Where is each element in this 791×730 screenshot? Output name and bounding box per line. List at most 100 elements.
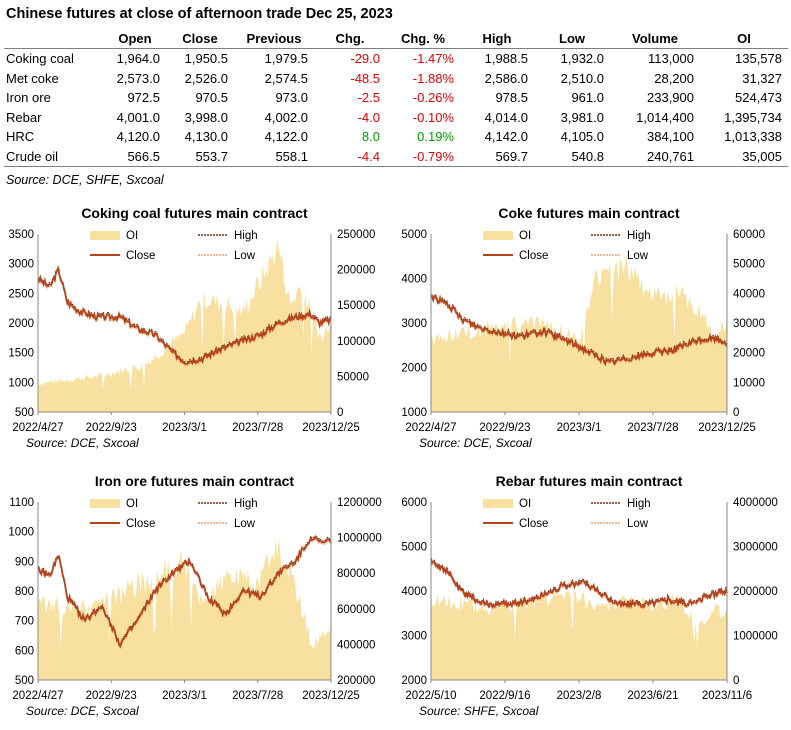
y-left-tick-label: 800 — [15, 586, 34, 598]
y-left-tick-label: 3000 — [401, 631, 427, 643]
x-tick-label: 2022/9/23 — [479, 422, 530, 434]
legend-low-label: Low — [234, 518, 256, 530]
x-tick-label: 2023/12/25 — [302, 422, 360, 434]
y-left-tick-label: 900 — [15, 556, 34, 568]
cell-chg: 8.0 — [361, 129, 380, 145]
y-right-tick-label: 3000000 — [733, 542, 778, 554]
y-left-tick-label: 2500 — [8, 288, 34, 300]
cell-close: 3,998.0 — [184, 109, 228, 125]
cell-chg-pct: -0.79% — [386, 146, 460, 167]
cell-volume: 384,100 — [647, 129, 694, 145]
y-left-tick-label: 1100 — [9, 497, 34, 509]
chart-rebar: Rebar futures main contract 2000 3000 4000 5… — [401, 473, 778, 718]
y-left-tick-label: 3000 — [8, 259, 34, 271]
legend-close-label: Close — [126, 250, 155, 262]
y-left-tick-label: 500 — [15, 675, 34, 687]
cell-close: 4,130.0 — [184, 129, 228, 145]
col-header-chg: Chg. — [314, 28, 386, 49]
cell-oi: 1,395,734 — [724, 109, 782, 125]
chart-source: Source: DCE, Sxcoal — [26, 704, 139, 718]
series-close-line — [430, 294, 728, 367]
cell-chg: -4.0 — [357, 109, 380, 125]
x-tick-label: 2022/4/27 — [12, 422, 63, 434]
cell-low: 2,510.0 — [560, 70, 604, 86]
chart-title: Coking coal futures main contract — [81, 205, 308, 221]
cell-previous: 973.0 — [275, 90, 308, 106]
x-tick-label: 2023/7/28 — [232, 690, 283, 702]
y-right-tick-label: 100000 — [337, 336, 375, 348]
legend-high-label: High — [234, 230, 258, 242]
series-low-line — [37, 269, 332, 367]
y-right-tick-label: 150000 — [337, 300, 375, 312]
cell-open: 4,120.0 — [116, 129, 160, 145]
y-right-tick-label: 2000000 — [733, 586, 778, 598]
y-left-tick-label: 500 — [15, 407, 34, 419]
series-close-line — [37, 267, 332, 365]
x-tick-label: 2023/3/1 — [557, 422, 602, 434]
legend-oi-label: OI — [126, 498, 138, 510]
cell-previous: 4,002.0 — [264, 109, 308, 125]
col-header-low: Low — [534, 28, 610, 49]
legend-close-label: Close — [519, 518, 548, 530]
cell-name: HRC — [6, 129, 35, 145]
x-tick-label: 2022/9/23 — [86, 690, 137, 702]
y-right-tick-label: 20000 — [733, 348, 765, 360]
x-tick-label: 2023/7/28 — [232, 422, 283, 434]
legend-oi-label: OI — [519, 498, 531, 510]
cell-chg: -29.0 — [350, 51, 380, 67]
y-left-tick-label: 3500 — [8, 229, 34, 241]
y-right-tick-label: 1200000 — [337, 497, 382, 509]
cell-oi: 524,473 — [735, 90, 782, 106]
cell-open: 1,964.0 — [116, 51, 160, 67]
y-left-tick-label: 1000 — [8, 377, 34, 389]
y-right-tick-label: 30000 — [733, 318, 765, 330]
cell-name: Coking coal — [6, 51, 74, 67]
table-row: HRC 4,120.0 4,130.0 4,122.0 8.0 0.19% 4,142.0 4… — [4, 127, 788, 147]
y-right-tick-label: 50000 — [337, 371, 369, 383]
table-row: Crude oil 566.5 553.7 558.1 -4.4 -0.79% 569.7 5… — [4, 146, 788, 167]
cell-volume: 240,761 — [610, 146, 700, 167]
y-right-tick-label: 60000 — [733, 229, 765, 241]
oi-area — [38, 238, 331, 412]
legend-oi-label: OI — [519, 230, 531, 242]
source-note: Source: DCE, SHFE, Sxcoal — [6, 173, 164, 187]
cell-open: 4,001.0 — [116, 109, 160, 125]
cell-high: 2,586.0 — [484, 70, 528, 86]
y-left-tick-label: 1000 — [401, 407, 427, 419]
cell-close: 970.5 — [195, 90, 228, 106]
cell-chg-pct: -0.10% — [412, 109, 454, 125]
y-right-tick-label: 200000 — [337, 675, 375, 687]
cell-name: Iron ore — [6, 90, 51, 106]
x-tick-label: 2023/7/28 — [627, 422, 678, 434]
col-header-close: Close — [166, 28, 234, 49]
legend-oi-swatch — [90, 499, 120, 508]
cell-chg-pct: 0.19% — [417, 129, 454, 145]
y-right-tick-label: 250000 — [337, 229, 375, 241]
col-header-open: Open — [104, 28, 166, 49]
cell-chg-pct: -1.47% — [412, 51, 454, 67]
series-high-line — [37, 265, 332, 363]
y-left-tick-label: 2000 — [8, 318, 34, 330]
y-right-tick-label: 800000 — [337, 568, 375, 580]
y-right-tick-label: 0 — [733, 407, 739, 419]
legend-low-label: Low — [627, 518, 649, 530]
chart-coke: Coke futures main contract 1000 2000 3000 40… — [401, 205, 765, 450]
y-right-tick-label: 0 — [733, 675, 739, 687]
x-tick-label: 2023/2/8 — [557, 690, 602, 702]
col-header-name — [4, 28, 104, 49]
cell-volume: 233,900 — [647, 90, 694, 106]
legend-low-label: Low — [234, 250, 256, 262]
chart-coking-coal: Coking coal futures main contract 500 1000… — [8, 205, 375, 450]
legend-oi-swatch — [90, 231, 120, 240]
cell-previous: 558.1 — [234, 146, 314, 167]
x-tick-label: 2023/3/1 — [162, 690, 207, 702]
cell-low: 4,105.0 — [560, 129, 604, 145]
col-header-high: High — [460, 28, 534, 49]
y-right-tick-label: 40000 — [733, 288, 765, 300]
legend-oi-swatch — [483, 499, 513, 508]
x-tick-label: 2022/5/10 — [405, 690, 456, 702]
cell-volume: 28,200 — [654, 70, 694, 86]
x-tick-label: 2023/3/1 — [162, 422, 207, 434]
cell-close: 553.7 — [166, 146, 234, 167]
cell-high: 4,014.0 — [484, 109, 528, 125]
